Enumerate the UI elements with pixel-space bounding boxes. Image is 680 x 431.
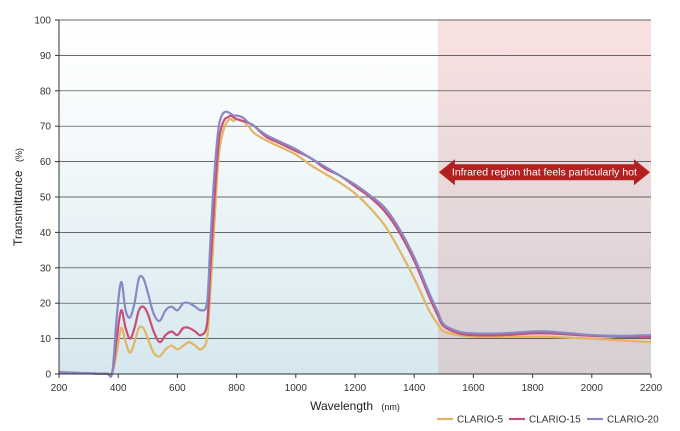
x-tick-label: 600 bbox=[169, 383, 186, 394]
x-axis-label: Wavelength (nm) bbox=[310, 399, 400, 413]
legend-label: CLARIO-5 bbox=[457, 415, 504, 426]
axes bbox=[55, 19, 652, 378]
y-tick-label: 60 bbox=[40, 157, 52, 168]
y-axis-label: Transmittance (%) bbox=[11, 148, 25, 246]
y-axis-unit: (%) bbox=[14, 148, 24, 162]
x-tick-label: 800 bbox=[228, 383, 245, 394]
y-tick-label: 40 bbox=[40, 228, 52, 239]
y-tick-label: 70 bbox=[40, 122, 52, 133]
y-tick-label: 30 bbox=[40, 263, 52, 274]
y-tick-label: 100 bbox=[34, 16, 51, 27]
y-tick-label: 80 bbox=[40, 86, 52, 97]
y-tick-label: 0 bbox=[45, 370, 51, 381]
y-tick-label: 50 bbox=[40, 193, 52, 204]
x-axis-title: Wavelength bbox=[310, 399, 373, 413]
x-tick-label: 1600 bbox=[462, 383, 485, 394]
annotation-label: Infrared region that feels particularly … bbox=[452, 167, 637, 179]
gridlines bbox=[59, 19, 651, 339]
x-tick-label: 200 bbox=[51, 383, 68, 394]
infrared-annotation: Infrared region that feels particularly … bbox=[438, 159, 650, 186]
series-line bbox=[58, 118, 652, 376]
series-line bbox=[58, 114, 652, 377]
double-arrow-icon bbox=[438, 159, 650, 186]
tick-labels: 0 10 20 30 40 50 60 70 80 90 100 200 400 600 800 1000 12… bbox=[34, 16, 662, 395]
series-line bbox=[58, 110, 652, 378]
x-tick-label: 1400 bbox=[403, 383, 426, 394]
x-tick-label: 400 bbox=[110, 383, 127, 394]
x-tick-label: 2200 bbox=[640, 383, 663, 394]
series-lines bbox=[58, 110, 652, 378]
y-tick-label: 20 bbox=[40, 299, 52, 310]
x-tick-label: 1800 bbox=[521, 383, 544, 394]
y-tick-label: 10 bbox=[40, 334, 52, 345]
y-axis-title: Transmittance bbox=[11, 170, 25, 246]
x-tick-label: 2000 bbox=[581, 383, 604, 394]
legend: CLARIO-5 CLARIO-15 CLARIO-20 bbox=[437, 415, 659, 426]
y-tick-label: 90 bbox=[40, 51, 52, 62]
x-axis-unit: (nm) bbox=[381, 402, 400, 412]
x-tick-label: 1000 bbox=[285, 383, 308, 394]
legend-label: CLARIO-20 bbox=[607, 415, 659, 426]
legend-label: CLARIO-15 bbox=[529, 415, 581, 426]
x-tick-label: 1200 bbox=[344, 383, 367, 394]
